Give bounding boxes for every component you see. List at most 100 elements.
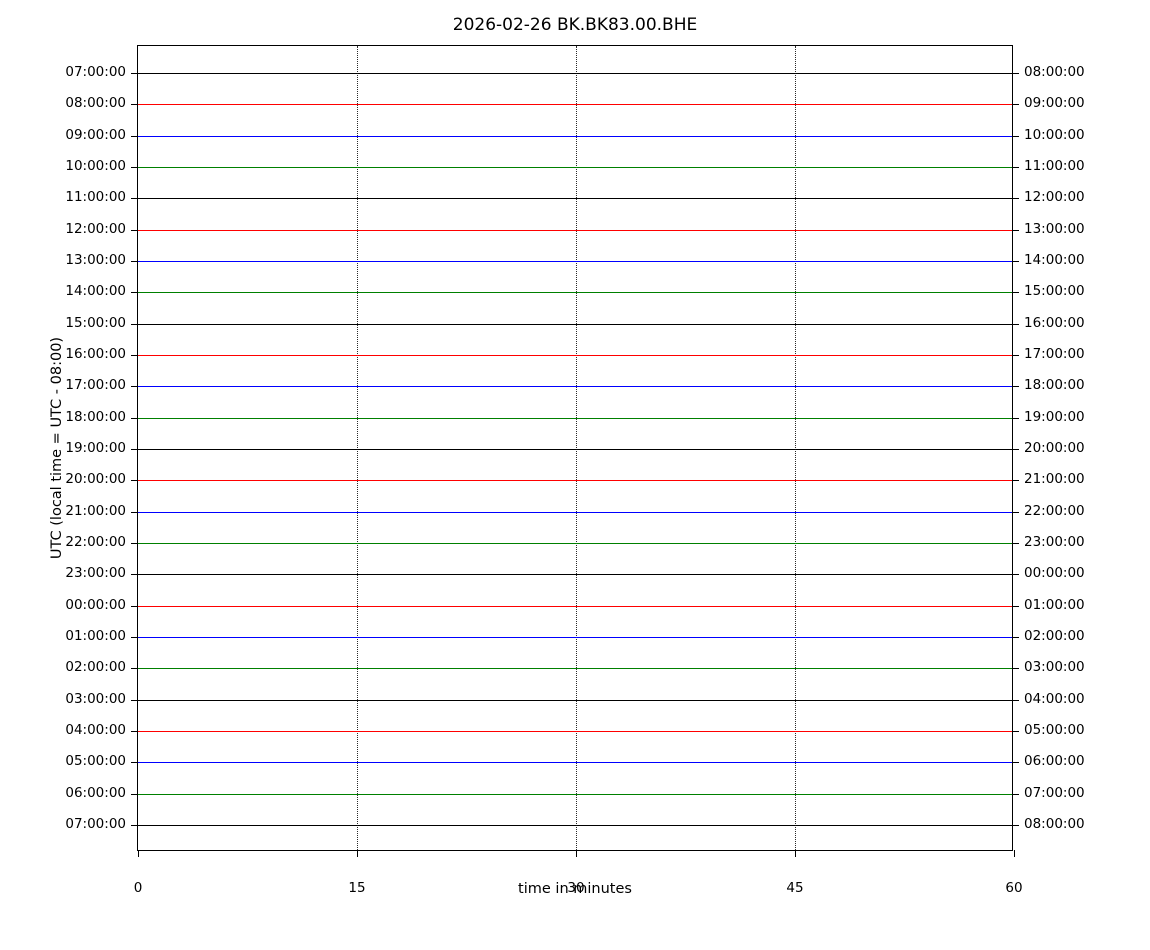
y-tick-right bbox=[1012, 668, 1019, 670]
y-tick-right bbox=[1012, 480, 1019, 482]
y-tick-left bbox=[131, 793, 138, 795]
y-tick-label-right: 08:00:00 bbox=[1024, 64, 1085, 80]
trace-line bbox=[138, 699, 1012, 701]
trace-line bbox=[138, 417, 1012, 419]
trace-line bbox=[138, 793, 1012, 795]
y-tick-right bbox=[1012, 731, 1019, 732]
trace-line bbox=[138, 104, 1012, 106]
y-tick-label-right: 03:00:00 bbox=[1024, 659, 1085, 676]
chart-title: 2026-02-26 BK.BK83.00.BHE bbox=[452, 15, 698, 35]
y-tick-left bbox=[131, 229, 138, 231]
trace-line bbox=[138, 637, 1012, 638]
y-tick-right bbox=[1012, 762, 1019, 764]
y-tick-label-right: 19:00:00 bbox=[1024, 408, 1085, 425]
y-tick-label-right: 07:00:00 bbox=[1024, 784, 1085, 801]
x-tick bbox=[576, 850, 577, 857]
y-tick-label-left: 14:00:00 bbox=[65, 283, 126, 300]
x-tick-label: 30 bbox=[567, 880, 585, 896]
y-tick-left bbox=[131, 292, 138, 294]
x-tick-label: 45 bbox=[786, 880, 804, 896]
y-tick-right bbox=[1012, 292, 1019, 294]
y-tick-label-left: 06:00:00 bbox=[65, 784, 126, 801]
y-tick-label-right: 06:00:00 bbox=[1024, 753, 1085, 770]
y-tick-label-right: 21:00:00 bbox=[1024, 471, 1085, 488]
trace-line bbox=[138, 731, 1012, 732]
y-tick-label-right: 23:00:00 bbox=[1024, 534, 1085, 550]
y-tick-label-right: 16:00:00 bbox=[1024, 314, 1085, 331]
x-axis-title: time in minutes bbox=[518, 881, 632, 897]
y-tick-label-right: 13:00:00 bbox=[1024, 220, 1085, 237]
y-tick-label-right: 09:00:00 bbox=[1024, 95, 1085, 112]
y-tick-label-right: 04:00:00 bbox=[1024, 690, 1085, 707]
y-tick-left bbox=[131, 511, 138, 513]
y-tick-right bbox=[1012, 417, 1019, 419]
y-tick-label-left: 00:00:00 bbox=[65, 596, 126, 613]
y-tick-right bbox=[1012, 104, 1019, 106]
y-tick-label-left: 07:00:00 bbox=[65, 64, 126, 80]
y-tick-left bbox=[131, 386, 138, 388]
y-tick-right bbox=[1012, 605, 1019, 607]
y-tick-label-left: 02:00:00 bbox=[65, 659, 126, 676]
y-tick-label-right: 15:00:00 bbox=[1024, 283, 1085, 300]
y-tick-label-left: 18:00:00 bbox=[65, 408, 126, 425]
trace-line bbox=[138, 449, 1012, 450]
vertical-gridline bbox=[357, 46, 358, 850]
y-tick-label-right: 11:00:00 bbox=[1024, 158, 1085, 174]
y-tick-right bbox=[1012, 825, 1019, 826]
y-tick-left bbox=[131, 668, 138, 670]
y-tick-label-right: 00:00:00 bbox=[1024, 565, 1085, 582]
y-tick-right bbox=[1012, 449, 1019, 450]
y-tick-right bbox=[1012, 793, 1019, 795]
x-tick-label: 15 bbox=[348, 880, 366, 896]
trace-line bbox=[138, 323, 1012, 325]
y-tick-right bbox=[1012, 637, 1019, 638]
y-tick-left bbox=[131, 762, 138, 764]
y-tick-label-left: 11:00:00 bbox=[65, 189, 126, 206]
y-tick-label-left: 13:00:00 bbox=[65, 252, 126, 268]
y-tick-right bbox=[1012, 135, 1019, 137]
y-tick-left bbox=[131, 605, 138, 607]
y-tick-left bbox=[131, 637, 138, 638]
trace-line bbox=[138, 198, 1012, 200]
plot-area[interactable]: 07:00:00 08:00:00 08:00:00 09:00:00 09:00:00… bbox=[65, 45, 1085, 896]
y-tick-right bbox=[1012, 386, 1019, 388]
y-tick-label-left: 09:00:00 bbox=[65, 126, 126, 143]
y-tick-left bbox=[131, 731, 138, 732]
x-tick bbox=[795, 850, 796, 857]
y-tick-label-right: 18:00:00 bbox=[1024, 377, 1085, 394]
trace-line bbox=[138, 762, 1012, 764]
y-tick-label-left: 16:00:00 bbox=[65, 346, 126, 362]
y-tick-label-right: 17:00:00 bbox=[1024, 346, 1085, 362]
trace-line bbox=[138, 825, 1012, 826]
trace-line bbox=[138, 73, 1012, 74]
y-tick-label-left: 01:00:00 bbox=[65, 628, 126, 644]
y-tick-label-left: 04:00:00 bbox=[65, 722, 126, 738]
y-tick-right bbox=[1012, 323, 1019, 325]
x-tick-label: 60 bbox=[1005, 880, 1023, 896]
trace-line bbox=[138, 355, 1012, 356]
trace-line bbox=[138, 574, 1012, 576]
trace-line bbox=[138, 261, 1012, 262]
y-tick-left bbox=[131, 323, 138, 325]
y-tick-label-right: 05:00:00 bbox=[1024, 722, 1085, 738]
trace-line bbox=[138, 605, 1012, 607]
y-tick-right bbox=[1012, 73, 1019, 74]
y-tick-label-left: 19:00:00 bbox=[65, 440, 126, 456]
y-tick-left bbox=[131, 699, 138, 701]
y-tick-label-left: 10:00:00 bbox=[65, 158, 126, 174]
y-tick-left bbox=[131, 480, 138, 482]
trace-line bbox=[138, 543, 1012, 544]
x-tick bbox=[357, 850, 358, 857]
y-tick-label-left: 15:00:00 bbox=[65, 314, 126, 331]
y-tick-label-right: 20:00:00 bbox=[1024, 440, 1085, 456]
y-tick-label-left: 22:00:00 bbox=[65, 534, 126, 550]
y-tick-left bbox=[131, 574, 138, 576]
y-tick-label-right: 02:00:00 bbox=[1024, 628, 1085, 644]
y-tick-label-left: 08:00:00 bbox=[65, 95, 126, 112]
vertical-gridline bbox=[795, 46, 796, 850]
y-tick-left bbox=[131, 261, 138, 262]
y-tick-left bbox=[131, 449, 138, 450]
y-tick-left bbox=[131, 135, 138, 137]
y-tick-left bbox=[131, 543, 138, 544]
